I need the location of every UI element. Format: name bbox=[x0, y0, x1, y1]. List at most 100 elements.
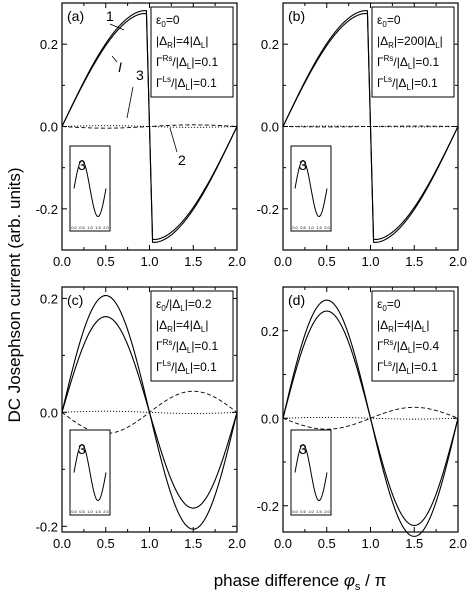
y-tick-label: -0.2 bbox=[36, 519, 58, 534]
y-axis-label: DC Josephson current (arb. units) bbox=[5, 167, 24, 422]
series-3-line bbox=[282, 406, 459, 430]
inset: 0.0 0.5 1.0 1.5 2.0 3 bbox=[290, 145, 332, 232]
x-tick-label: 1.0 bbox=[140, 536, 158, 551]
y-tick-label: 0.0 bbox=[40, 120, 58, 135]
x-tick-label: 1.5 bbox=[405, 536, 423, 551]
inset-tick-label: 1.0 bbox=[87, 225, 93, 230]
parameter-line: ε0/|ΔL|=0.2 bbox=[156, 297, 212, 313]
x-tick-label: 1.0 bbox=[361, 536, 379, 551]
x-tick-label: 2.0 bbox=[449, 536, 467, 551]
inset-curve bbox=[73, 443, 107, 502]
series-4-line bbox=[61, 410, 238, 414]
inset-tick-label: 1.0 bbox=[308, 509, 314, 514]
panel-d: 0.0 0.5 1.0 1.5 2.00.20.0-0.2(d) ε0=0|ΔR|=4|Δ… bbox=[257, 286, 467, 551]
inset-tick-label: 0.5 bbox=[300, 509, 306, 514]
x-tick-label: 0.5 bbox=[318, 536, 336, 551]
inset-tick-label: 1.5 bbox=[95, 509, 101, 514]
parameter-line: ΓLs/|ΔL|=0.1 bbox=[156, 75, 217, 92]
inset-curve-label: 3 bbox=[299, 157, 307, 173]
inset-tick-label: 1.5 bbox=[95, 225, 101, 230]
inset-tick-label: 1.5 bbox=[316, 225, 322, 230]
series-4-line bbox=[282, 416, 459, 420]
parameter-line: |ΔR|=4|ΔL| bbox=[156, 318, 208, 334]
parameter-box bbox=[371, 290, 455, 382]
y-tick-label: -0.2 bbox=[36, 202, 58, 217]
inset-tick-label: 1.0 bbox=[87, 509, 93, 514]
parameter-line: ΓRs/|ΔL|=0.1 bbox=[156, 54, 218, 71]
x-tick-label: 0.5 bbox=[97, 254, 115, 269]
inset-tick-label: 2.0 bbox=[324, 509, 330, 514]
x-tick-label: 1.0 bbox=[140, 254, 158, 269]
panel-c: 0.0 0.5 1.0 1.5 2.00.20.0-0.2(c) ε0/|ΔL|=0.2|… bbox=[36, 286, 246, 551]
curve-label-leader bbox=[126, 86, 134, 119]
panel-label: (b) bbox=[288, 8, 305, 24]
parameter-line: ΓRs/|ΔL|=0.1 bbox=[156, 338, 218, 355]
parameter-line: ε0=0 bbox=[377, 297, 401, 313]
panel-label: (c) bbox=[67, 292, 83, 308]
curve-label: 2 bbox=[178, 152, 186, 168]
y-tick-label: 0.0 bbox=[261, 120, 279, 135]
inset-tick-label: 0.0 bbox=[292, 509, 298, 514]
panel-a: 0.0 0.5 1.0 1.5 2.00.20.0-0.2(a) ε0=0|ΔR|=4|Δ… bbox=[36, 2, 246, 269]
curve-label-leader bbox=[111, 55, 118, 63]
x-tick-label: 0.0 bbox=[274, 536, 292, 551]
inset-curve bbox=[73, 159, 107, 218]
curve-label-leader bbox=[109, 23, 125, 31]
parameter-line: ΓRs/|ΔL|=0.4 bbox=[377, 338, 439, 355]
series-4-line bbox=[61, 125, 238, 128]
y-tick-label: -0.2 bbox=[257, 499, 279, 514]
inset-tick-label: 1.5 bbox=[316, 509, 322, 514]
y-tick-label: 0.2 bbox=[40, 291, 58, 306]
inset-curve-label: 3 bbox=[78, 441, 86, 457]
y-tick-label: 0.2 bbox=[40, 37, 58, 52]
x-tick-label: 1.5 bbox=[184, 536, 202, 551]
x-axis-label: phase difference φs / π bbox=[214, 571, 387, 593]
x-tick-label: 2.0 bbox=[449, 254, 467, 269]
panel-label: (d) bbox=[288, 292, 305, 308]
x-tick-label: 2.0 bbox=[228, 536, 246, 551]
curve-label-leader bbox=[169, 127, 178, 153]
curve-label: 3 bbox=[136, 67, 144, 83]
y-tick-label: 0.2 bbox=[261, 324, 279, 339]
parameter-box bbox=[150, 290, 234, 382]
x-tick-label: 0.5 bbox=[97, 536, 115, 551]
x-tick-label: 2.0 bbox=[228, 254, 246, 269]
inset-curve-label: 3 bbox=[299, 441, 307, 457]
y-tick-label: -0.2 bbox=[257, 202, 279, 217]
inset: 0.0 0.5 1.0 1.5 2.0 3 bbox=[69, 145, 111, 232]
parameter-line: |ΔR|=4|ΔL| bbox=[156, 34, 208, 50]
y-tick-label: 0.2 bbox=[261, 37, 279, 52]
series-4-line bbox=[282, 125, 459, 128]
inset-tick-label: 0.5 bbox=[79, 225, 85, 230]
parameter-line: ε0=0 bbox=[377, 13, 401, 29]
inset: 0.0 0.5 1.0 1.5 2.0 3 bbox=[69, 429, 111, 516]
x-tick-label: 0.0 bbox=[53, 254, 71, 269]
inset: 0.0 0.5 1.0 1.5 2.0 3 bbox=[290, 429, 332, 516]
parameter-line: ΓLs/|ΔL|=0.1 bbox=[377, 359, 438, 376]
parameter-box bbox=[371, 6, 455, 98]
parameter-line: ε0=0 bbox=[156, 13, 180, 29]
inset-tick-label: 0.5 bbox=[300, 225, 306, 230]
x-tick-label: 0.5 bbox=[318, 254, 336, 269]
curve-label: I bbox=[118, 59, 122, 75]
inset-tick-label: 2.0 bbox=[103, 225, 109, 230]
x-tick-label: 0.0 bbox=[274, 254, 292, 269]
y-tick-label: 0.0 bbox=[40, 405, 58, 420]
parameter-line: ΓLs/|ΔL|=0.1 bbox=[156, 359, 217, 376]
inset-curve-label: 3 bbox=[78, 157, 86, 173]
x-tick-label: 1.0 bbox=[361, 254, 379, 269]
parameter-line: ΓLs/|ΔL|=0.1 bbox=[377, 75, 438, 92]
x-tick-label: 0.0 bbox=[53, 536, 71, 551]
y-tick-label: 0.0 bbox=[261, 411, 279, 426]
panel-label: (a) bbox=[67, 8, 84, 24]
x-tick-label: 1.5 bbox=[184, 254, 202, 269]
inset-tick-label: 0.0 bbox=[71, 509, 77, 514]
inset-tick-label: 0.0 bbox=[71, 225, 77, 230]
inset-tick-label: 0.5 bbox=[79, 509, 85, 514]
panel-b: 0.0 0.5 1.0 1.5 2.00.20.0-0.2(b) ε0=0|ΔR|=200… bbox=[257, 2, 467, 269]
parameter-box bbox=[150, 6, 234, 98]
inset-curve bbox=[294, 443, 328, 502]
curve-label: 1 bbox=[106, 8, 114, 24]
parameter-line: ΓRs/|ΔL|=0.1 bbox=[377, 54, 439, 71]
